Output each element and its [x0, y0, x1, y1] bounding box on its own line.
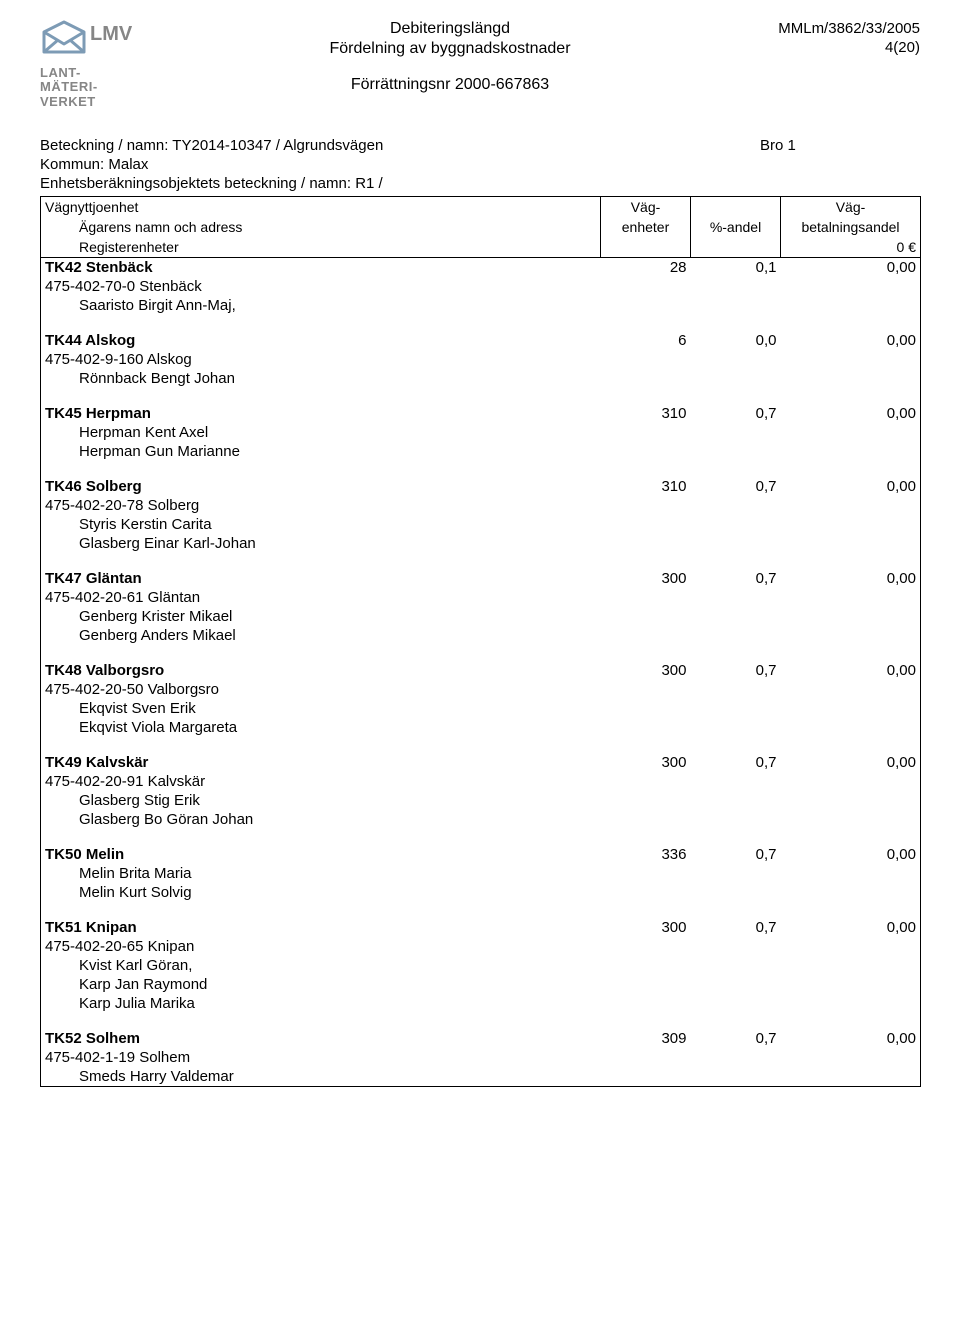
entry-line: 475-402-70-0 Stenbäck: [41, 277, 601, 296]
entry-line: Glasberg Stig Erik: [41, 791, 601, 810]
th-r2c4: betalningsandel: [781, 217, 921, 237]
th-r3c1: Registerenheter: [41, 237, 601, 258]
entry-line: Genberg Anders Mikael: [41, 626, 601, 645]
entry-enheter: 309: [601, 1029, 691, 1048]
entry-andel: 0,7: [691, 569, 781, 588]
entry-andel: 0,7: [691, 477, 781, 496]
entry-code: TK46 Solberg: [41, 477, 601, 496]
entry-line: Rönnback Bengt Johan: [41, 369, 601, 388]
entry-line: 475-402-20-78 Solberg: [41, 496, 601, 515]
logo-subtext: LANT- MÄTERI- VERKET: [40, 66, 160, 109]
entry-andel: 0,7: [691, 661, 781, 680]
th-r1c2: Väg-: [601, 196, 691, 217]
entry-bet: 0,00: [781, 918, 921, 937]
entry-line: Ekqvist Sven Erik: [41, 699, 601, 718]
entry-andel: 0,1: [691, 257, 781, 277]
entry-code: TK42 Stenbäck: [41, 257, 601, 277]
logo-envelope-icon: LMV: [40, 20, 150, 64]
entry-code: TK52 Solhem: [41, 1029, 601, 1048]
entry-line: 475-402-9-160 Alskog: [41, 350, 601, 369]
th-r2c1: Ägarens namn och adress: [41, 217, 601, 237]
entry-line: Kvist Karl Göran,: [41, 956, 601, 975]
th-r1c4: Väg-: [781, 196, 921, 217]
entry-enheter: 6: [601, 331, 691, 350]
entry-enheter: 310: [601, 477, 691, 496]
entry-line: Herpman Kent Axel: [41, 423, 601, 442]
entry-code: TK51 Knipan: [41, 918, 601, 937]
entry-andel: 0,7: [691, 404, 781, 423]
data-table: Vägnyttjoenhet Väg- Väg- Ägarens namn oc…: [40, 196, 921, 1087]
doc-ref: MMLm/3862/33/2005: [740, 20, 920, 37]
entry-line: 475-402-20-65 Knipan: [41, 937, 601, 956]
entry-enheter: 300: [601, 753, 691, 772]
entry-bet: 0,00: [781, 257, 921, 277]
entry-line: Melin Brita Maria: [41, 864, 601, 883]
entry-enheter: 300: [601, 569, 691, 588]
doc-title-2: Fördelning av byggnadskostnader: [160, 40, 740, 58]
entry-line: Genberg Krister Mikael: [41, 607, 601, 626]
entry-line: Saaristo Birgit Ann-Maj,: [41, 296, 601, 315]
entry-bet: 0,00: [781, 1029, 921, 1048]
entry-code: TK49 Kalvskär: [41, 753, 601, 772]
entry-andel: 0,7: [691, 1029, 781, 1048]
entry-bet: 0,00: [781, 661, 921, 680]
meta-enhets: Enhetsberäkningsobjektets beteckning / n…: [40, 175, 920, 192]
header-center: Debiteringslängd Fördelning av byggnadsk…: [160, 20, 740, 94]
entry-code: TK47 Gläntan: [41, 569, 601, 588]
entry-andel: 0,0: [691, 331, 781, 350]
entry-line: Karp Julia Marika: [41, 994, 601, 1013]
entry-enheter: 310: [601, 404, 691, 423]
th-r1c3: [691, 196, 781, 217]
entry-bet: 0,00: [781, 331, 921, 350]
meta-beteckning: Beteckning / namn: TY2014-10347 / Algrun…: [40, 137, 700, 154]
entry-bet: 0,00: [781, 569, 921, 588]
page-header: LMV LANT- MÄTERI- VERKET Debiteringsläng…: [40, 20, 920, 109]
th-r2c2: enheter: [601, 217, 691, 237]
entry-andel: 0,7: [691, 918, 781, 937]
entry-line: 475-402-20-61 Gläntan: [41, 588, 601, 607]
entry-line: 475-402-20-50 Valborgsro: [41, 680, 601, 699]
logo-sub-1: LANT-: [40, 66, 160, 80]
th-r3c3: [691, 237, 781, 258]
th-r3c4: 0 €: [781, 237, 921, 258]
entry-bet: 0,00: [781, 404, 921, 423]
entry-enheter: 336: [601, 845, 691, 864]
entry-enheter: 300: [601, 661, 691, 680]
entry-code: TK45 Herpman: [41, 404, 601, 423]
header-right: MMLm/3862/33/2005 4(20): [740, 20, 920, 56]
entry-line: 475-402-20-91 Kalvskär: [41, 772, 601, 791]
entry-andel: 0,7: [691, 845, 781, 864]
entry-code: TK44 Alskog: [41, 331, 601, 350]
entry-line: Glasberg Einar Karl-Johan: [41, 534, 601, 553]
entry-line: Melin Kurt Solvig: [41, 883, 601, 902]
meta-block: Beteckning / namn: TY2014-10347 / Algrun…: [40, 137, 920, 192]
entry-andel: 0,7: [691, 753, 781, 772]
entry-line: Smeds Harry Valdemar: [41, 1067, 601, 1087]
doc-page: 4(20): [740, 39, 920, 56]
entry-bet: 0,00: [781, 477, 921, 496]
entry-bet: 0,00: [781, 753, 921, 772]
meta-bro: Bro 1: [700, 137, 920, 154]
entry-line: Ekqvist Viola Margareta: [41, 718, 601, 737]
entry-code: TK50 Melin: [41, 845, 601, 864]
doc-title-1: Debiteringslängd: [160, 20, 740, 38]
logo-sub-3: VERKET: [40, 95, 160, 109]
entry-line: Herpman Gun Marianne: [41, 442, 601, 461]
th-r1c1: Vägnyttjoenhet: [41, 196, 601, 217]
doc-title-3: Förrättningsnr 2000-667863: [160, 76, 740, 94]
entry-line: Karp Jan Raymond: [41, 975, 601, 994]
logo: LMV LANT- MÄTERI- VERKET: [40, 20, 160, 109]
entry-enheter: 300: [601, 918, 691, 937]
th-r2c3: %-andel: [691, 217, 781, 237]
meta-kommun: Kommun: Malax: [40, 156, 920, 173]
entry-enheter: 28: [601, 257, 691, 277]
logo-sub-2: MÄTERI-: [40, 80, 160, 94]
entry-code: TK48 Valborgsro: [41, 661, 601, 680]
entry-line: Styris Kerstin Carita: [41, 515, 601, 534]
entry-line: Glasberg Bo Göran Johan: [41, 810, 601, 829]
entry-line: 475-402-1-19 Solhem: [41, 1048, 601, 1067]
logo-brand-text: LMV: [90, 23, 133, 45]
th-r3c2: [601, 237, 691, 258]
entry-bet: 0,00: [781, 845, 921, 864]
